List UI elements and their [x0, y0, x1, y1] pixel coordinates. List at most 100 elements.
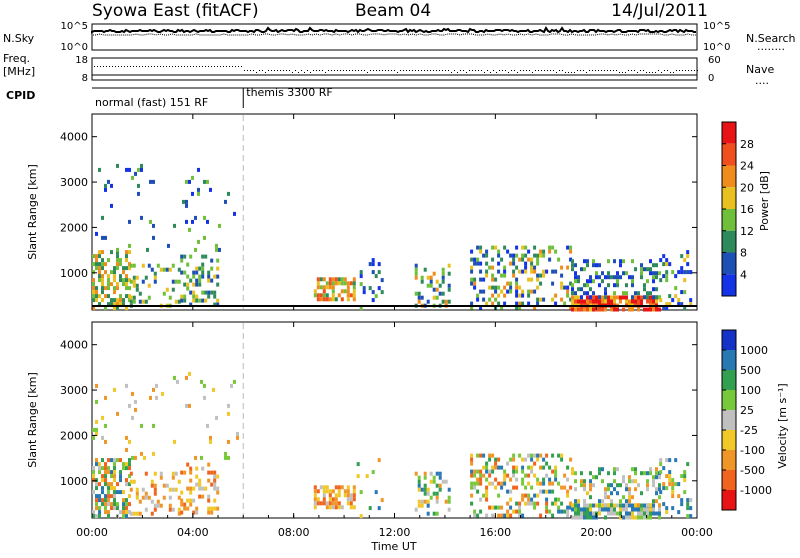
data-cell — [470, 265, 474, 270]
freq-dot — [568, 72, 569, 73]
data-cell — [334, 497, 338, 502]
nsky-tick-top: 10^5 — [61, 21, 88, 32]
station-title: Syowa East (fitACF) — [92, 1, 259, 21]
data-cell — [122, 502, 125, 507]
data-cell — [574, 471, 577, 476]
data-cell — [144, 495, 148, 500]
data-cell — [655, 491, 658, 496]
freq-dot — [637, 72, 638, 73]
data-cell — [542, 249, 546, 254]
data-cell — [530, 289, 534, 294]
data-cell — [113, 302, 116, 307]
freq-dot — [499, 70, 500, 71]
data-cell — [589, 287, 592, 292]
colorbar-swatch — [722, 410, 736, 430]
data-cell — [180, 490, 184, 495]
data-cell — [622, 479, 625, 484]
data-cell — [473, 513, 477, 518]
data-cell — [476, 469, 480, 474]
data-cell — [625, 503, 628, 508]
data-cell — [646, 507, 649, 512]
data-cell — [119, 278, 122, 283]
data-cell — [524, 269, 528, 274]
data-cell — [150, 483, 154, 488]
data-cell — [473, 261, 477, 266]
data-cell — [524, 493, 528, 498]
data-cell — [662, 254, 666, 259]
data-cell — [497, 269, 501, 274]
data-cell — [652, 275, 655, 280]
freq-dot — [124, 66, 125, 67]
data-cell — [646, 487, 649, 492]
data-cell — [665, 486, 669, 491]
data-cell — [491, 277, 495, 282]
data-cell — [566, 477, 570, 482]
freq-dot — [439, 70, 440, 71]
data-cell — [640, 515, 643, 520]
data-cell — [665, 306, 669, 311]
data-cell — [625, 507, 628, 512]
data-cell — [613, 307, 616, 312]
data-cell — [533, 269, 537, 274]
data-cell — [637, 503, 640, 508]
freq-dot — [475, 70, 476, 71]
data-cell — [189, 498, 193, 503]
data-cell — [583, 283, 586, 288]
data-cell — [616, 283, 619, 288]
data-cell — [110, 203, 113, 208]
data-cell — [171, 287, 175, 292]
data-cell — [174, 299, 178, 304]
data-cell — [518, 505, 522, 510]
data-cell — [129, 479, 133, 484]
data-cell — [668, 470, 672, 475]
data-cell — [500, 481, 504, 486]
data-cell — [566, 513, 570, 518]
data-cell — [536, 477, 540, 482]
data-cell — [652, 299, 655, 304]
data-cell — [131, 175, 134, 180]
data-cell — [655, 487, 658, 492]
data-cell — [447, 271, 451, 276]
data-cell — [113, 506, 116, 511]
data-cell — [577, 511, 580, 516]
data-cell — [655, 275, 658, 280]
freq-dot — [601, 70, 602, 71]
data-cell — [426, 275, 430, 280]
data-cell — [658, 483, 661, 488]
freq-dot — [469, 70, 470, 71]
data-cell — [107, 458, 110, 463]
data-cell — [551, 245, 555, 250]
data-cell — [101, 278, 104, 283]
freq-dot — [400, 70, 401, 71]
data-cell — [162, 483, 166, 488]
data-cell — [634, 487, 637, 492]
data-cell — [515, 477, 519, 482]
data-cell — [488, 297, 492, 302]
data-cell — [359, 306, 363, 311]
data-cell — [598, 467, 601, 472]
data-cell — [601, 271, 604, 276]
x-axis-label: Time UT — [370, 540, 416, 553]
data-cell — [569, 505, 573, 510]
data-cell — [152, 423, 155, 428]
data-cell — [563, 473, 567, 478]
data-cell — [569, 501, 573, 506]
data-cell — [186, 486, 190, 491]
data-cell — [177, 511, 181, 516]
data-cell — [652, 507, 655, 512]
freq-dot — [553, 70, 554, 71]
freq-dot — [337, 70, 338, 71]
freq-dot — [364, 70, 365, 71]
data-cell — [438, 283, 442, 288]
data-cell — [598, 283, 601, 288]
data-cell — [198, 478, 202, 483]
data-cell — [110, 470, 113, 475]
data-cell — [488, 469, 492, 474]
data-cell — [346, 297, 350, 302]
data-cell — [506, 289, 510, 294]
data-cell — [574, 507, 577, 512]
data-cell — [580, 483, 583, 488]
data-cell — [604, 507, 607, 512]
data-cell — [628, 299, 631, 304]
data-cell — [530, 265, 534, 270]
